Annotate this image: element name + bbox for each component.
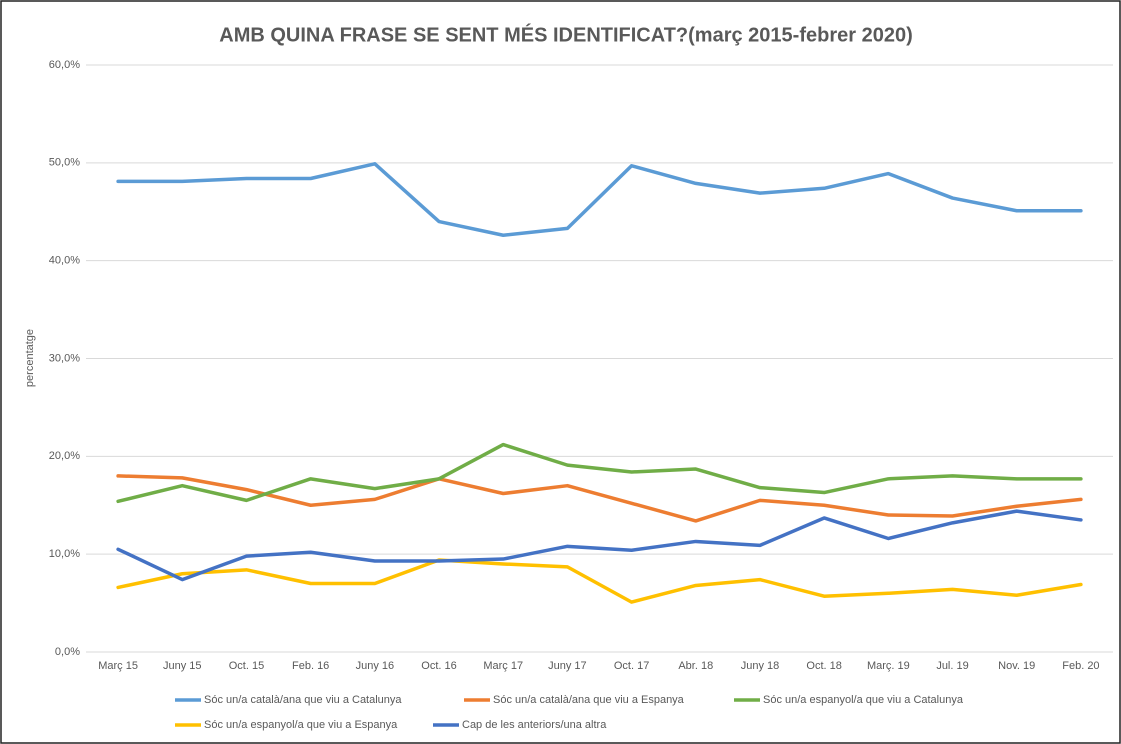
x-tick-label: Oct. 15 [229,660,264,672]
x-tick-label: Juny 15 [163,660,202,672]
y-axis-label: percentatge [24,329,36,387]
x-tick-label: Juny 17 [548,660,587,672]
chart-title: AMB QUINA FRASE SE SENT MÉS IDENTIFICAT?… [219,23,912,46]
x-tick-label: Oct. 17 [614,660,649,672]
series-line [116,558,1083,604]
x-tick-label: Abr. 18 [678,660,713,672]
x-tick-label: Març. 19 [867,660,910,672]
series-line [116,509,1083,582]
y-tick-label: 20,0% [49,450,80,462]
x-tick-label: Oct. 18 [806,660,841,672]
x-tick-label: Març 17 [483,660,523,672]
series-line [116,162,1083,237]
series-line [116,442,1083,504]
legend-label: Sóc un/a espanyol/a que viu a Catalunya [763,694,964,706]
legend-label: Sóc un/a català/ana que viu a Catalunya [204,694,402,706]
x-tick-label: Oct. 16 [421,660,456,672]
x-tick-label: Març 15 [98,660,138,672]
series-line [116,474,1083,523]
y-tick-label: 0,0% [55,646,80,658]
y-tick-label: 50,0% [49,157,80,169]
legend-label: Sóc un/a espanyol/a que viu a Espanya [204,719,398,731]
x-tick-label: Nov. 19 [998,660,1035,672]
y-tick-label: 40,0% [49,255,80,267]
legend-label: Cap de les anteriors/una altra [462,719,607,731]
x-tick-label: Feb. 20 [1062,660,1099,672]
x-tick-label: Juny 16 [356,660,395,672]
legend-label: Sóc un/a català/ana que viu a Espanya [493,694,685,706]
y-tick-label: 30,0% [49,352,80,364]
y-tick-label: 60,0% [49,59,80,71]
x-tick-label: Jul. 19 [936,660,968,672]
x-tick-label: Feb. 16 [292,660,329,672]
x-tick-label: Juny 18 [741,660,780,672]
y-tick-label: 10,0% [49,548,80,560]
